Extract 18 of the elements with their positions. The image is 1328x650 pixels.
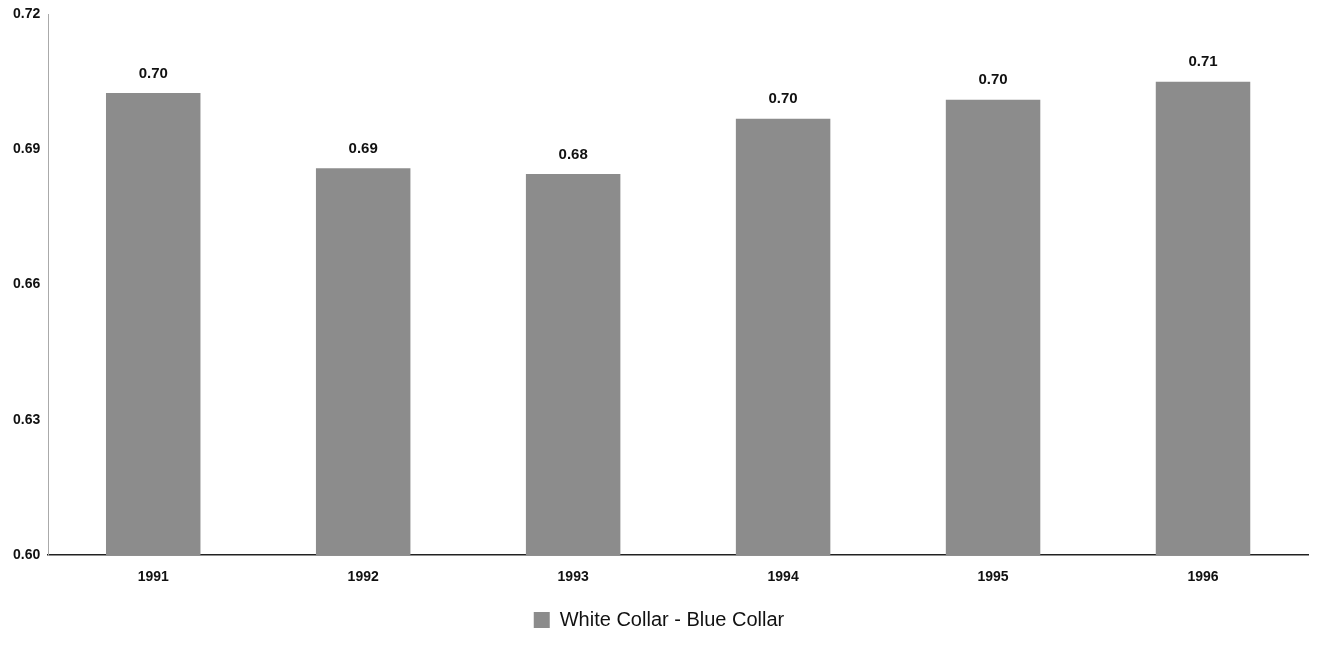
data-label: 0.70 [768,89,798,107]
data-label: 0.68 [558,144,588,162]
data-label: 0.70 [978,70,1008,88]
y-tick-label: 0.63 [13,410,41,427]
data-label: 0.69 [348,138,378,156]
x-tick-label: 1991 [137,568,170,585]
y-tick-label: 0.66 [13,275,41,292]
x-tick-label: 1994 [767,568,799,585]
data-label: 0.71 [1188,52,1218,70]
x-tick-label: 1995 [977,568,1009,585]
legend-label: White Collar - Blue Collar [559,607,785,630]
data-label: 0.70 [138,63,168,81]
y-tick-label: 0.60 [13,546,41,563]
x-tick-label: 1996 [1187,568,1219,585]
y-tick-label: 0.72 [13,4,41,21]
x-tick-label: 1992 [347,568,379,585]
y-tick-label: 0.69 [13,140,41,157]
x-tick-label: 1993 [557,568,589,585]
